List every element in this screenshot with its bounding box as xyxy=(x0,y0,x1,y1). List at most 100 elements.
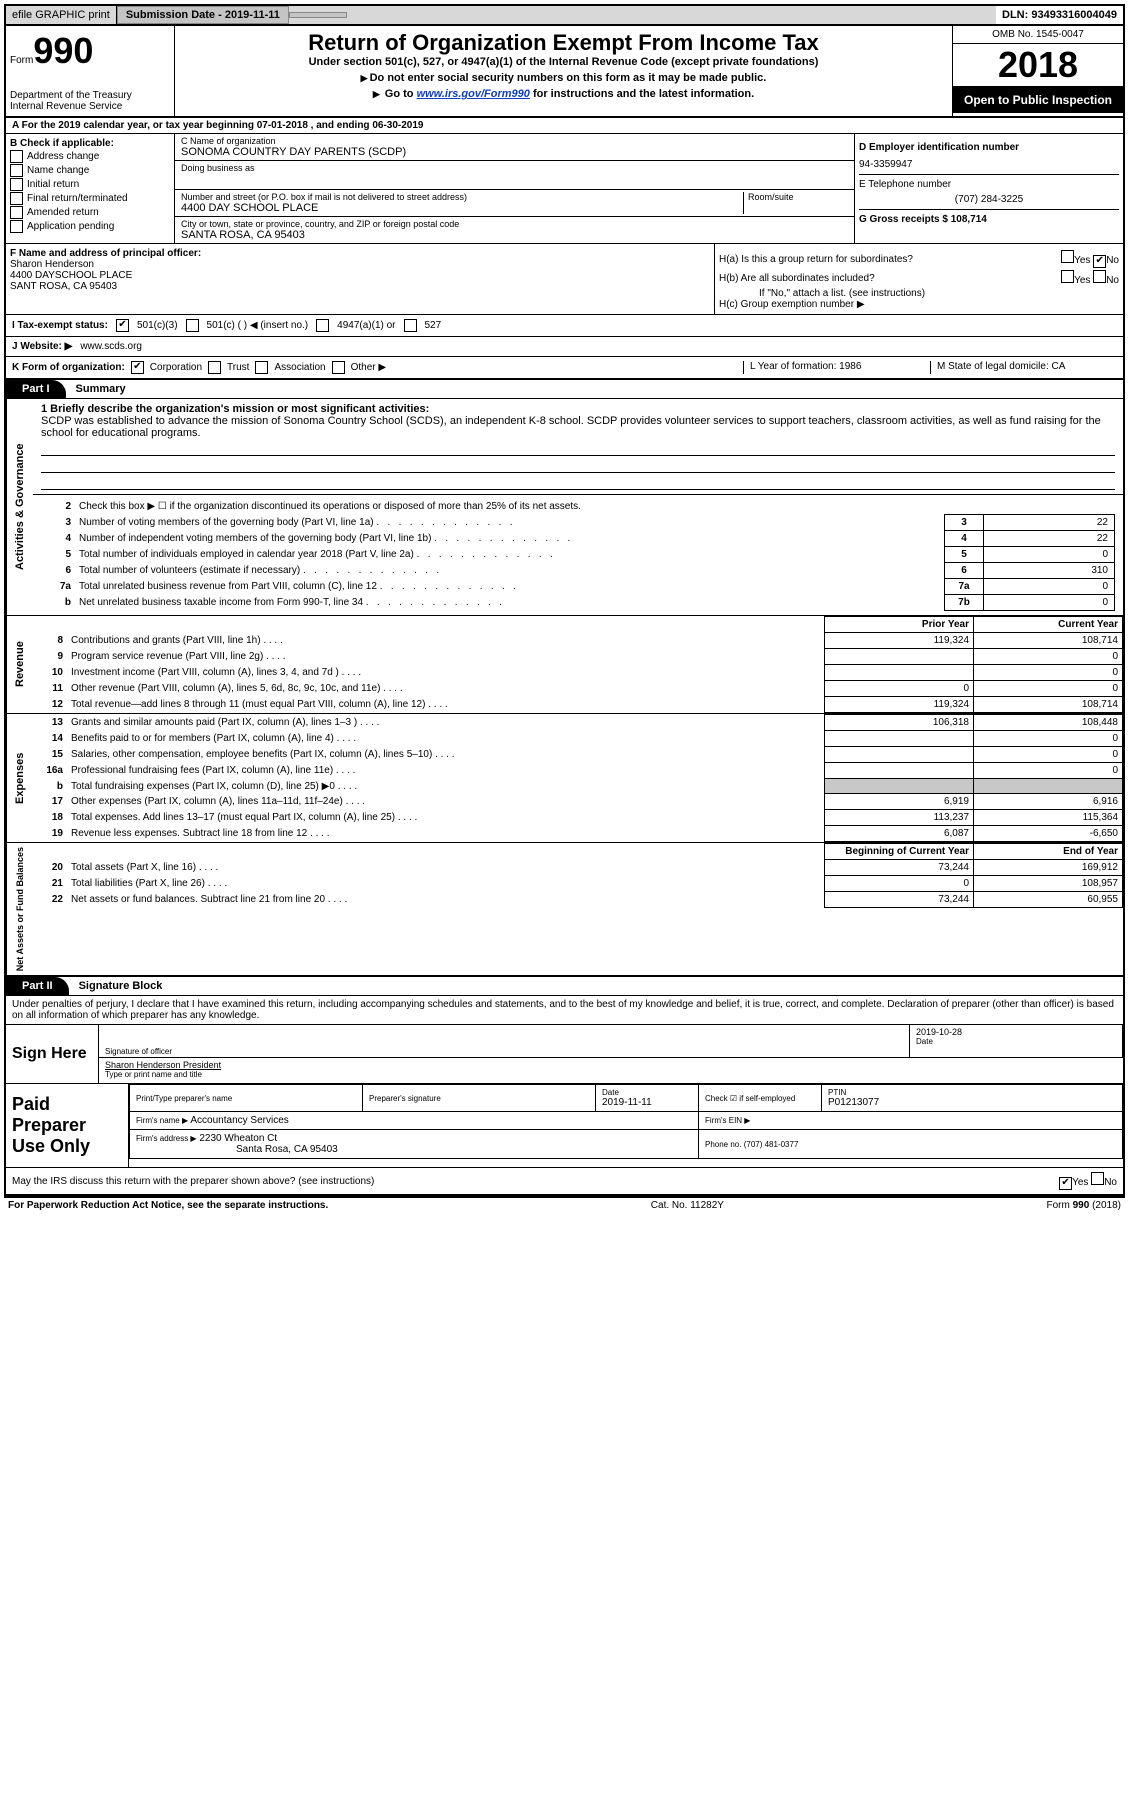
part-2-header: Part II Signature Block xyxy=(6,977,1123,996)
sig-date-label: Date xyxy=(916,1037,1116,1046)
vert-activities-governance: Activities & Governance xyxy=(6,399,33,615)
row-j-website: J Website: ▶ www.scds.org xyxy=(6,337,1123,357)
footer: For Paperwork Reduction Act Notice, see … xyxy=(4,1198,1125,1213)
paid-preparer-table: Print/Type preparer's name Preparer's si… xyxy=(129,1084,1123,1159)
subtitle-2: Do not enter social security numbers on … xyxy=(179,72,948,84)
hb-note: If "No," attach a list. (see instruction… xyxy=(719,288,1119,299)
expenses-table: 13Grants and similar amounts paid (Part … xyxy=(33,714,1123,842)
city-label: City or town, state or province, country… xyxy=(181,219,848,229)
chk-address-change[interactable] xyxy=(10,150,23,163)
efile-label: efile GRAPHIC print xyxy=(6,6,117,24)
mission-text: SCDP was established to advance the miss… xyxy=(41,415,1101,439)
part-1-title: Summary xyxy=(66,383,126,395)
declaration-text: Under penalties of perjury, I declare th… xyxy=(6,996,1123,1025)
officer-addr1: 4400 DAYSCHOOL PLACE xyxy=(10,270,710,281)
hb-label: H(b) Are all subordinates included? xyxy=(719,273,875,284)
goto-pre: Go to xyxy=(385,88,417,100)
street-address: 4400 DAY SCHOOL PLACE xyxy=(181,202,743,214)
blank-btn xyxy=(289,12,347,18)
part-1-tab: Part I xyxy=(6,380,66,398)
vert-revenue: Revenue xyxy=(6,616,33,713)
net-assets-table: Beginning of Current YearEnd of Year 20T… xyxy=(33,843,1123,908)
chk-app-pending[interactable] xyxy=(10,220,23,233)
type-name-label: Type or print name and title xyxy=(105,1070,1117,1079)
officer-addr2: SANT ROSA, CA 95403 xyxy=(10,281,710,292)
cat-no: Cat. No. 11282Y xyxy=(651,1200,724,1211)
website-url: www.scds.org xyxy=(80,341,142,352)
ha-yes[interactable] xyxy=(1061,250,1074,263)
chk-501c[interactable] xyxy=(186,319,199,332)
col-h-group: H(a) Is this a group return for subordin… xyxy=(715,244,1123,314)
gross-receipts: G Gross receipts $ 108,714 xyxy=(859,214,987,225)
col-b-check-applicable: B Check if applicable: Address change Na… xyxy=(6,134,175,243)
dept-treasury: Department of the Treasury Internal Reve… xyxy=(10,90,170,112)
line-2: Check this box ▶ ☐ if the organization d… xyxy=(75,499,1115,514)
hc-label: H(c) Group exemption number ▶ xyxy=(719,299,1119,310)
ein-value: 94-3359947 xyxy=(859,159,1119,170)
row-k-form-org: K Form of organization: ✔Corporation Tru… xyxy=(12,361,743,374)
form-header: Form990 Department of the Treasury Inter… xyxy=(6,26,1123,118)
chk-other[interactable] xyxy=(332,361,345,374)
ha-no[interactable]: ✔ xyxy=(1093,255,1106,268)
vert-net-assets: Net Assets or Fund Balances xyxy=(6,843,33,975)
col-c-org-info: C Name of organization SONOMA COUNTRY DA… xyxy=(175,134,855,243)
subtitle-1: Under section 501(c), 527, or 4947(a)(1)… xyxy=(179,56,948,68)
chk-501c3[interactable]: ✔ xyxy=(116,319,129,332)
room-label: Room/suite xyxy=(748,192,848,202)
vert-expenses: Expenses xyxy=(6,714,33,842)
top-bar: efile GRAPHIC print Submission Date - 20… xyxy=(4,4,1125,26)
chk-name-change[interactable] xyxy=(10,164,23,177)
col-d-ein: D Employer identification number 94-3359… xyxy=(855,134,1123,243)
chk-corp[interactable]: ✔ xyxy=(131,361,144,374)
chk-trust[interactable] xyxy=(208,361,221,374)
open-to-public: Open to Public Inspection xyxy=(953,87,1123,113)
revenue-table: Prior YearCurrent Year 8Contributions an… xyxy=(33,616,1123,713)
main-title: Return of Organization Exempt From Incom… xyxy=(179,30,948,56)
row-i-tax-status: I Tax-exempt status: ✔501(c)(3) 501(c) (… xyxy=(6,315,1123,337)
chk-final-return[interactable] xyxy=(10,192,23,205)
submission-date: Submission Date - 2019-11-11 xyxy=(117,6,289,24)
addr-label: Number and street (or P.O. box if mail i… xyxy=(181,192,743,202)
dln: DLN: 93493316004049 xyxy=(996,6,1123,24)
col-f-officer: F Name and address of principal officer:… xyxy=(6,244,715,314)
row-m-state: M State of legal domicile: CA xyxy=(930,361,1117,374)
org-name-label: C Name of organization xyxy=(181,136,848,146)
chk-initial-return[interactable] xyxy=(10,178,23,191)
chk-amended[interactable] xyxy=(10,206,23,219)
row-a-tax-year: A For the 2019 calendar year, or tax yea… xyxy=(6,118,1123,134)
part-2-title: Signature Block xyxy=(69,980,163,992)
chk-assoc[interactable] xyxy=(255,361,268,374)
goto-post: for instructions and the latest informat… xyxy=(533,88,754,100)
part-1-header: Part I Summary xyxy=(6,380,1123,399)
ein-label: D Employer identification number xyxy=(859,142,1019,153)
org-name: SONOMA COUNTRY DAY PARENTS (SCDP) xyxy=(181,146,848,158)
hb-yes[interactable] xyxy=(1061,270,1074,283)
row-l-year: L Year of formation: 1986 xyxy=(743,361,930,374)
discuss-yes[interactable]: ✔ xyxy=(1059,1177,1072,1190)
governance-table: 2Check this box ▶ ☐ if the organization … xyxy=(41,499,1115,514)
sig-date-value: 2019-10-28 xyxy=(916,1027,1116,1037)
dba-label: Doing business as xyxy=(181,163,848,173)
officer-name-title: Sharon Henderson President xyxy=(105,1060,1117,1070)
chk-527[interactable] xyxy=(404,319,417,332)
form990-link[interactable]: www.irs.gov/Form990 xyxy=(417,88,530,100)
omb-number: OMB No. 1545-0047 xyxy=(953,26,1123,44)
chk-4947[interactable] xyxy=(316,319,329,332)
sign-here-label: Sign Here xyxy=(6,1025,99,1083)
sig-officer-label: Signature of officer xyxy=(105,1047,172,1056)
discuss-no[interactable] xyxy=(1091,1172,1104,1185)
form-word: Form xyxy=(10,55,33,66)
officer-name: Sharon Henderson xyxy=(10,259,710,270)
tel-label: E Telephone number xyxy=(859,179,951,190)
city-state-zip: SANTA ROSA, CA 95403 xyxy=(181,229,848,241)
tax-year: 2018 xyxy=(953,44,1123,87)
paid-preparer-label: Paid Preparer Use Only xyxy=(6,1084,129,1167)
part-2-tab: Part II xyxy=(6,977,69,995)
mission-label: 1 Briefly describe the organization's mi… xyxy=(41,403,429,415)
form-ref: Form 990 (2018) xyxy=(1047,1200,1121,1211)
form-number: 990 xyxy=(33,30,93,71)
ha-label: H(a) Is this a group return for subordin… xyxy=(719,254,913,265)
goto-arrow xyxy=(373,88,382,100)
discuss-row: May the IRS discuss this return with the… xyxy=(6,1168,1123,1196)
hb-no[interactable] xyxy=(1093,270,1106,283)
